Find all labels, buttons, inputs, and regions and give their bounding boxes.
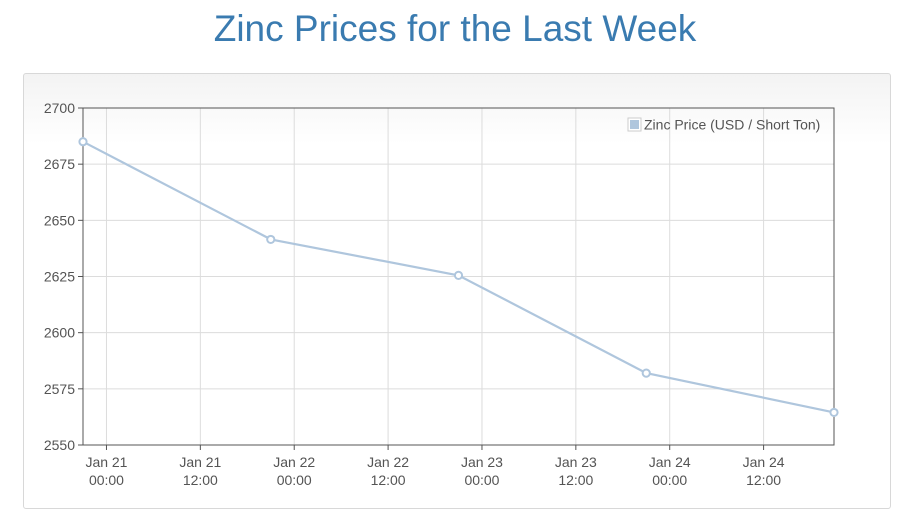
page-title: Zinc Prices for the Last Week (213, 8, 697, 49)
y-tick-label: 2600 (44, 325, 75, 341)
x-tick-label-time: 12:00 (558, 472, 593, 488)
y-tick-label: 2675 (44, 156, 75, 172)
data-point[interactable] (453, 270, 464, 280)
legend-swatch (630, 120, 639, 129)
x-tick-label-time: 00:00 (464, 472, 499, 488)
data-point[interactable] (266, 234, 276, 245)
y-tick-label: 2625 (44, 269, 75, 285)
x-tick-label-time: 12:00 (371, 472, 406, 488)
x-tick-label-date: Jan 21 (85, 454, 127, 470)
x-tick-label-date: Jan 21 (179, 454, 221, 470)
x-tick-label-time: 00:00 (89, 472, 124, 488)
x-tick-label-date: Jan 24 (649, 454, 691, 470)
x-tick-label-date: Jan 22 (367, 454, 409, 470)
legend: Zinc Price (USD / Short Ton) (627, 117, 820, 133)
grid-lines (83, 107, 834, 446)
data-point[interactable] (829, 407, 839, 418)
data-point[interactable] (78, 137, 88, 147)
chart-panel: 2550 2575 2600 2625 2650 2675 2700 Jan 21 00:00… (23, 73, 891, 509)
x-axis-ticks: Jan 21 00:00 Jan 21 12:00 Jan 22 00:00 Jan 22 1… (85, 445, 785, 488)
line-chart: 2550 2575 2600 2625 2650 2675 2700 Jan 21 00:00… (44, 100, 839, 488)
x-tick-label-date: Jan 24 (743, 454, 785, 470)
x-tick-label-time: 00:00 (652, 472, 687, 488)
x-tick-label-time: 12:00 (183, 472, 218, 488)
data-point[interactable] (641, 368, 651, 378)
x-tick-label-time: 12:00 (746, 472, 781, 488)
x-tick-label-date: Jan 23 (555, 454, 597, 470)
series-layer (78, 137, 839, 418)
legend-label: Zinc Price (USD / Short Ton) (644, 117, 820, 133)
x-tick-label-date: Jan 23 (461, 454, 503, 470)
y-tick-label: 2575 (44, 381, 75, 397)
y-tick-label: 2650 (44, 212, 75, 228)
x-tick-label-date: Jan 22 (273, 454, 315, 470)
x-tick-label-time: 00:00 (277, 472, 312, 488)
y-tick-label: 2550 (44, 437, 75, 453)
y-tick-label: 2700 (44, 100, 75, 116)
y-axis-ticks: 2550 2575 2600 2625 2650 2675 2700 (44, 100, 83, 453)
